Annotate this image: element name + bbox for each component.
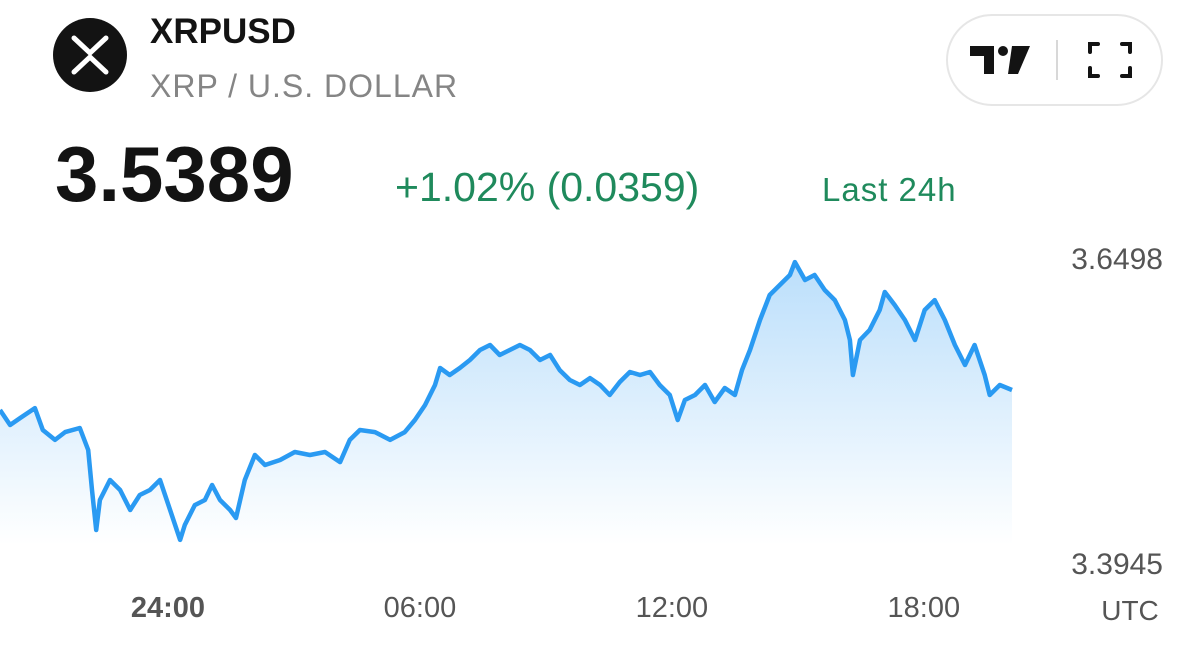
area-fill [0,262,1012,545]
pair-name: XRP / U.S. DOLLAR [150,68,458,104]
x-tick-label: 12:00 [636,592,709,624]
timezone-label: UTC [1101,595,1159,626]
price-change: +1.02% (0.0359) [395,164,699,210]
tradingview-button[interactable] [970,46,1030,74]
change-period: Last 24h [822,171,957,208]
price: 3.5389 [55,130,294,218]
x-tick-label: 06:00 [384,592,457,624]
toolbar [946,14,1163,106]
price-line [0,259,1013,543]
logo [53,18,127,92]
y-tick-label: 3.6498 [1071,243,1163,276]
x-tick-label: 24:00 [131,592,205,624]
symbol: XRPUSD [150,12,296,51]
x-tick-label: 18:00 [888,592,961,624]
fullscreen-button[interactable] [1088,42,1132,78]
y-tick-label: 3.3945 [1071,548,1163,581]
